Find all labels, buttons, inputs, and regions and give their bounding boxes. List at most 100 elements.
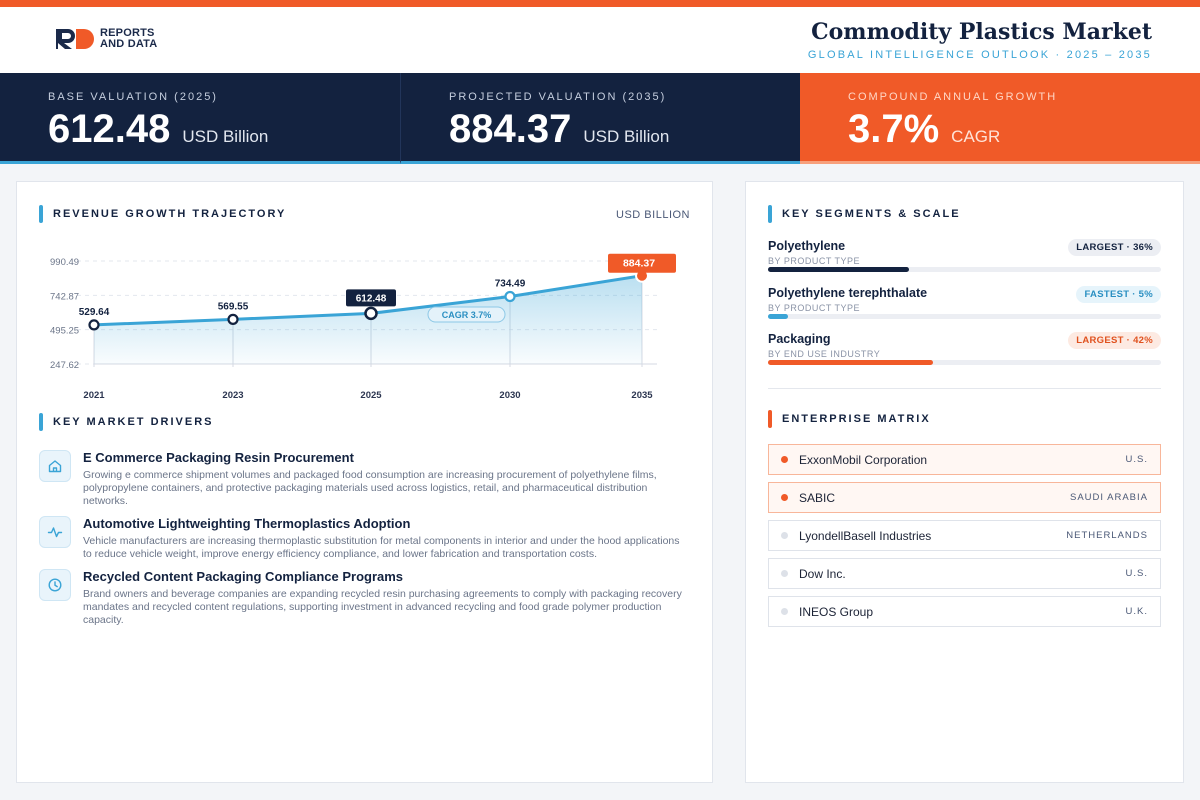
x-tick-label: 2030 — [499, 390, 520, 401]
driver-body: Automotive Lightweighting Thermoplastics… — [83, 516, 683, 561]
enterprise-country: U.S. — [1125, 454, 1148, 465]
kpi-unit: USD Billion — [583, 127, 670, 146]
status-dot — [781, 456, 788, 463]
driver-title: E Commerce Packaging Resin Procurement — [83, 450, 354, 465]
driver-item[interactable]: E Commerce Packaging Resin Procurement G… — [39, 450, 689, 508]
kpi-band: BASE VALUATION (2025) 612.48 USD Billion… — [0, 73, 1200, 164]
section-divider — [768, 388, 1161, 389]
section-title: KEY MARKET DRIVERS — [53, 416, 214, 428]
segment-badge: FASTEST · 5% — [1076, 286, 1161, 303]
enterprise-country: NETHERLANDS — [1066, 530, 1148, 541]
driver-title: Automotive Lightweighting Thermoplastics… — [83, 516, 411, 531]
segment-track — [768, 267, 1161, 272]
enterprise-name: Dow Inc. — [799, 566, 846, 581]
segment-badge: LARGEST · 36% — [1068, 239, 1161, 256]
segment-fill — [768, 360, 934, 365]
driver-description: Growing e commerce shipment volumes and … — [83, 469, 657, 507]
logo-line-1: REPORTS — [100, 27, 155, 39]
kpi-value-group: 884.37 USD Billion — [449, 107, 669, 152]
section-title: ENTERPRISE MATRIX — [782, 413, 931, 425]
cagr-pill — [427, 306, 506, 323]
brand-logo[interactable]: REPORTS AND DATA — [54, 27, 157, 51]
logo-line-2: AND DATA — [100, 38, 158, 50]
segment-badge: LARGEST · 42% — [1068, 332, 1161, 349]
page-subtitle: GLOBAL INTELLIGENCE OUTLOOK · 2025 – 203… — [807, 49, 1152, 61]
driver-description: Vehicle manufacturers are increasing the… — [83, 535, 680, 560]
enterprise-row[interactable]: Dow Inc. U.S. — [768, 558, 1161, 589]
left-panel: REVENUE GROWTH TRAJECTORY USD BILLION 99… — [16, 181, 713, 783]
segment-row[interactable]: Polyethylene BY PRODUCT TYPE LARGEST · 3… — [768, 239, 1161, 272]
segment-row[interactable]: Polyethylene terephthalate BY PRODUCT TY… — [768, 286, 1161, 319]
segments-section-header: KEY SEGMENTS & SCALE — [768, 205, 961, 223]
section-title: KEY SEGMENTS & SCALE — [782, 208, 961, 220]
data-point — [364, 306, 378, 321]
segment-fill — [768, 267, 910, 272]
section-title: REVENUE GROWTH TRAJECTORY — [53, 208, 287, 220]
segment-track — [768, 360, 1161, 365]
kpi-unit: CAGR — [951, 127, 1001, 146]
header: REPORTS AND DATA Commodity Plastics Mark… — [0, 7, 1200, 73]
segment-track — [768, 314, 1161, 319]
right-panel: KEY SEGMENTS & SCALE Polyethylene BY PRO… — [745, 181, 1184, 783]
y-tick-label: 247.62 — [50, 360, 79, 371]
section-accent — [768, 410, 772, 428]
data-label: 884.37 — [623, 258, 655, 270]
revenue-chart: 990.49 742.87 495.25 247.62 2021 2023 2025 2030… — [50, 253, 676, 401]
status-dot — [781, 570, 788, 577]
driver-item[interactable]: Automotive Lightweighting Thermoplastics… — [39, 516, 689, 561]
chart-section-header: REVENUE GROWTH TRAJECTORY — [39, 205, 286, 223]
enterprise-name: SABIC — [799, 490, 836, 505]
highlight-label-bg — [608, 253, 676, 273]
y-tick-label: 990.49 — [50, 257, 79, 268]
enterprise-row[interactable]: SABIC SAUDI ARABIA — [768, 482, 1161, 513]
enterprise-country: SAUDI ARABIA — [1070, 492, 1148, 503]
top-accent-bar — [0, 0, 1200, 7]
segment-fill — [768, 314, 788, 319]
status-dot — [781, 494, 788, 501]
data-label: 734.49 — [495, 278, 526, 289]
data-point — [88, 319, 100, 331]
enterprise-name: ExxonMobil Corporation — [799, 452, 928, 467]
section-accent — [39, 413, 43, 431]
section-accent — [39, 205, 43, 223]
enterprise-section-header: ENTERPRISE MATRIX — [768, 410, 931, 428]
enterprise-country: U.K. — [1125, 606, 1148, 617]
kpi-base-valuation: BASE VALUATION (2025) 612.48 USD Billion — [0, 73, 400, 164]
enterprise-name: LyondellBasell Industries — [799, 528, 932, 543]
status-dot — [781, 532, 788, 539]
enterprise-row[interactable]: ExxonMobil Corporation U.S. — [768, 444, 1161, 475]
segment-category: BY PRODUCT TYPE — [768, 303, 861, 313]
data-point — [504, 290, 516, 303]
kpi-projected-valuation: PROJECTED VALUATION (2035) 884.37 USD Bi… — [400, 73, 800, 164]
enterprise-row[interactable]: INEOS Group U.K. — [768, 596, 1161, 627]
page-title: Commodity Plastics Market — [811, 19, 1152, 45]
driver-title: Recycled Content Packaging Compliance Pr… — [83, 569, 404, 584]
enterprise-row[interactable]: LyondellBasell Industries NETHERLANDS — [768, 520, 1161, 551]
cagr-annotation: CAGR 3.7% — [442, 310, 492, 320]
kpi-value: 884.37 — [449, 107, 572, 151]
driver-body: E Commerce Packaging Resin Procurement G… — [83, 450, 683, 508]
segment-row[interactable]: Packaging BY END USE INDUSTRY LARGEST · … — [768, 332, 1161, 365]
kpi-value: 3.7% — [848, 107, 940, 151]
driver-item[interactable]: Recycled Content Packaging Compliance Pr… — [39, 569, 689, 627]
section-accent — [768, 205, 772, 223]
x-tick-label: 2035 — [631, 390, 653, 401]
kpi-label: PROJECTED VALUATION (2035) — [449, 91, 667, 103]
data-point — [227, 313, 239, 325]
data-label: 529.64 — [79, 307, 110, 318]
kpi-value: 612.48 — [48, 107, 171, 151]
x-tick-label: 2021 — [83, 390, 105, 401]
segment-category: BY END USE INDUSTRY — [768, 349, 881, 359]
kpi-label: COMPOUND ANNUAL GROWTH — [848, 91, 1058, 103]
drivers-section-header: KEY MARKET DRIVERS — [39, 413, 213, 431]
kpi-value-group: 612.48 USD Billion — [48, 107, 268, 152]
kpi-unit: USD Billion — [182, 127, 269, 146]
x-tick-label: 2025 — [360, 390, 382, 401]
logo-mark-icon — [56, 29, 94, 49]
data-label: 569.55 — [218, 301, 249, 312]
kpi-label: BASE VALUATION (2025) — [48, 91, 218, 103]
segment-name: Packaging — [768, 332, 831, 346]
driver-description: Brand owners and beverage companies are … — [83, 588, 682, 626]
status-dot — [781, 608, 788, 615]
home-icon — [39, 450, 71, 482]
